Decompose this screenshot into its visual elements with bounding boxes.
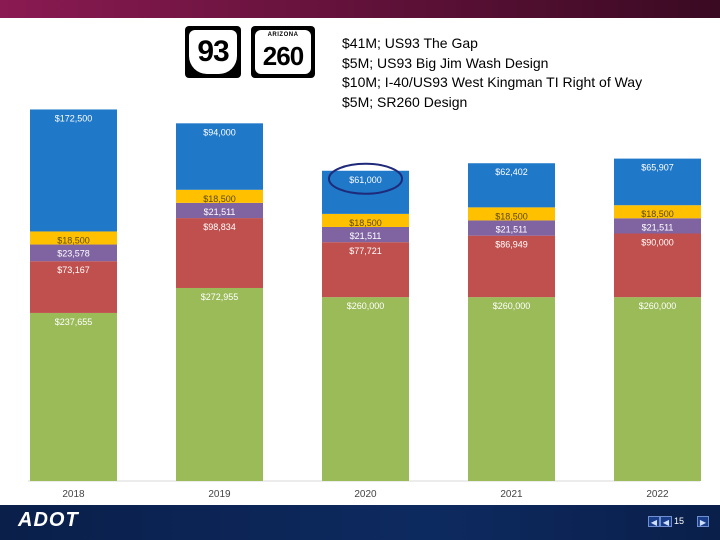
bar-segment [30, 244, 117, 262]
footer-bar [0, 505, 720, 540]
bar-segment [30, 231, 117, 245]
bar-value-label: $62,402 [495, 167, 528, 177]
project-note: $10M; I-40/US93 West Kingman TI Right of… [342, 74, 643, 90]
bar-segment [30, 261, 117, 313]
category-label: 2021 [500, 489, 523, 500]
category-label: 2022 [646, 489, 669, 500]
bar-segment [614, 297, 701, 481]
category-label-group: 2018 2019 2020 2021 2022 [62, 489, 669, 500]
bar-segment [176, 123, 263, 190]
bar-value-label: $61,000 [349, 175, 382, 185]
project-note: $41M; US93 The Gap [342, 35, 478, 51]
bar-segment [322, 297, 409, 481]
bar-value-label: $21,511 [642, 222, 674, 232]
stacked-bar-chart: $237,655 $73,167 $23,578 $18,500 $172,500 $27… [28, 109, 701, 500]
bar-segment [322, 170, 409, 214]
prev-slide-icon[interactable]: ◀ [648, 516, 660, 527]
bar-segment [614, 158, 701, 206]
bar-value-label: $77,721 [349, 246, 382, 256]
bar-value-label: $18,500 [495, 211, 528, 221]
bar-segment [30, 312, 117, 481]
bar-segment [468, 163, 555, 208]
bar-segment [614, 205, 701, 219]
bar-segment [322, 213, 409, 227]
bar-value-label: $86,949 [495, 240, 528, 250]
project-notes: $41M; US93 The Gap $5M; US93 Big Jim Was… [342, 34, 712, 112]
bar-segment [614, 218, 701, 234]
bar-series-group [30, 109, 701, 481]
next-slide-icon[interactable]: ▶ [697, 516, 709, 527]
bar-segment [614, 233, 701, 298]
us-route-shield: 93 [189, 30, 237, 74]
bar-value-label: $260,000 [639, 301, 677, 311]
bar-value-label: $260,000 [493, 301, 531, 311]
bar-value-label: $98,834 [203, 222, 236, 232]
bar-value-label: $21,511 [350, 231, 382, 241]
bar-value-label: $18,500 [203, 194, 236, 204]
bar-value-label: $18,500 [641, 209, 674, 219]
bar-value-label: $94,000 [203, 127, 236, 137]
highlight-ellipse [327, 162, 404, 195]
bar-value-label: $18,500 [349, 218, 382, 228]
bar-segment [322, 226, 409, 243]
state-route-state-name: ARIZONA [267, 32, 299, 38]
bar-label-group: $237,655 $73,167 $23,578 $18,500 $172,500 $27… [55, 113, 677, 326]
bar-segment [468, 297, 555, 481]
project-note: $5M; US93 Big Jim Wash Design [342, 54, 549, 71]
bar-segment [468, 207, 555, 221]
az-route-260-sign: ARIZONA 260 [251, 26, 315, 78]
bar-segment [322, 242, 409, 298]
page-number: 15 [674, 516, 685, 526]
bar-value-label: $260,000 [347, 301, 385, 311]
bar-value-label: $90,000 [641, 238, 674, 248]
bar-segment [176, 202, 263, 219]
category-label: 2019 [208, 489, 231, 500]
state-route-plate: ARIZONA 260 [255, 30, 311, 74]
bar-value-label: $21,511 [496, 224, 528, 234]
us-route-93-sign: 93 [185, 26, 241, 78]
bar-value-label: $73,167 [57, 265, 90, 275]
bar-value-label: $21,511 [204, 207, 236, 217]
bar-value-label: $237,655 [55, 317, 93, 327]
category-label: 2020 [354, 489, 377, 500]
bar-value-label: $65,907 [641, 163, 674, 173]
bar-segment [468, 235, 555, 298]
project-note: $5M; SR260 Design [342, 93, 468, 110]
bar-value-label: $272,955 [201, 292, 239, 302]
bar-value-label: $172,500 [55, 113, 93, 123]
category-label: 2018 [62, 489, 85, 500]
top-accent-bar [0, 0, 720, 18]
bar-segment [176, 189, 263, 203]
annotation-group [327, 162, 404, 195]
bar-segment [176, 218, 263, 288]
bar-value-label: $18,500 [57, 235, 90, 245]
bar-segment [176, 287, 263, 481]
adot-logo: ADOT [18, 509, 79, 531]
state-route-number: 260 [262, 41, 304, 71]
prev-slide-alt-icon[interactable]: ◀ [660, 516, 672, 527]
bar-value-label: $23,578 [57, 249, 90, 259]
bar-segment [468, 220, 555, 236]
bar-segment [30, 109, 117, 232]
